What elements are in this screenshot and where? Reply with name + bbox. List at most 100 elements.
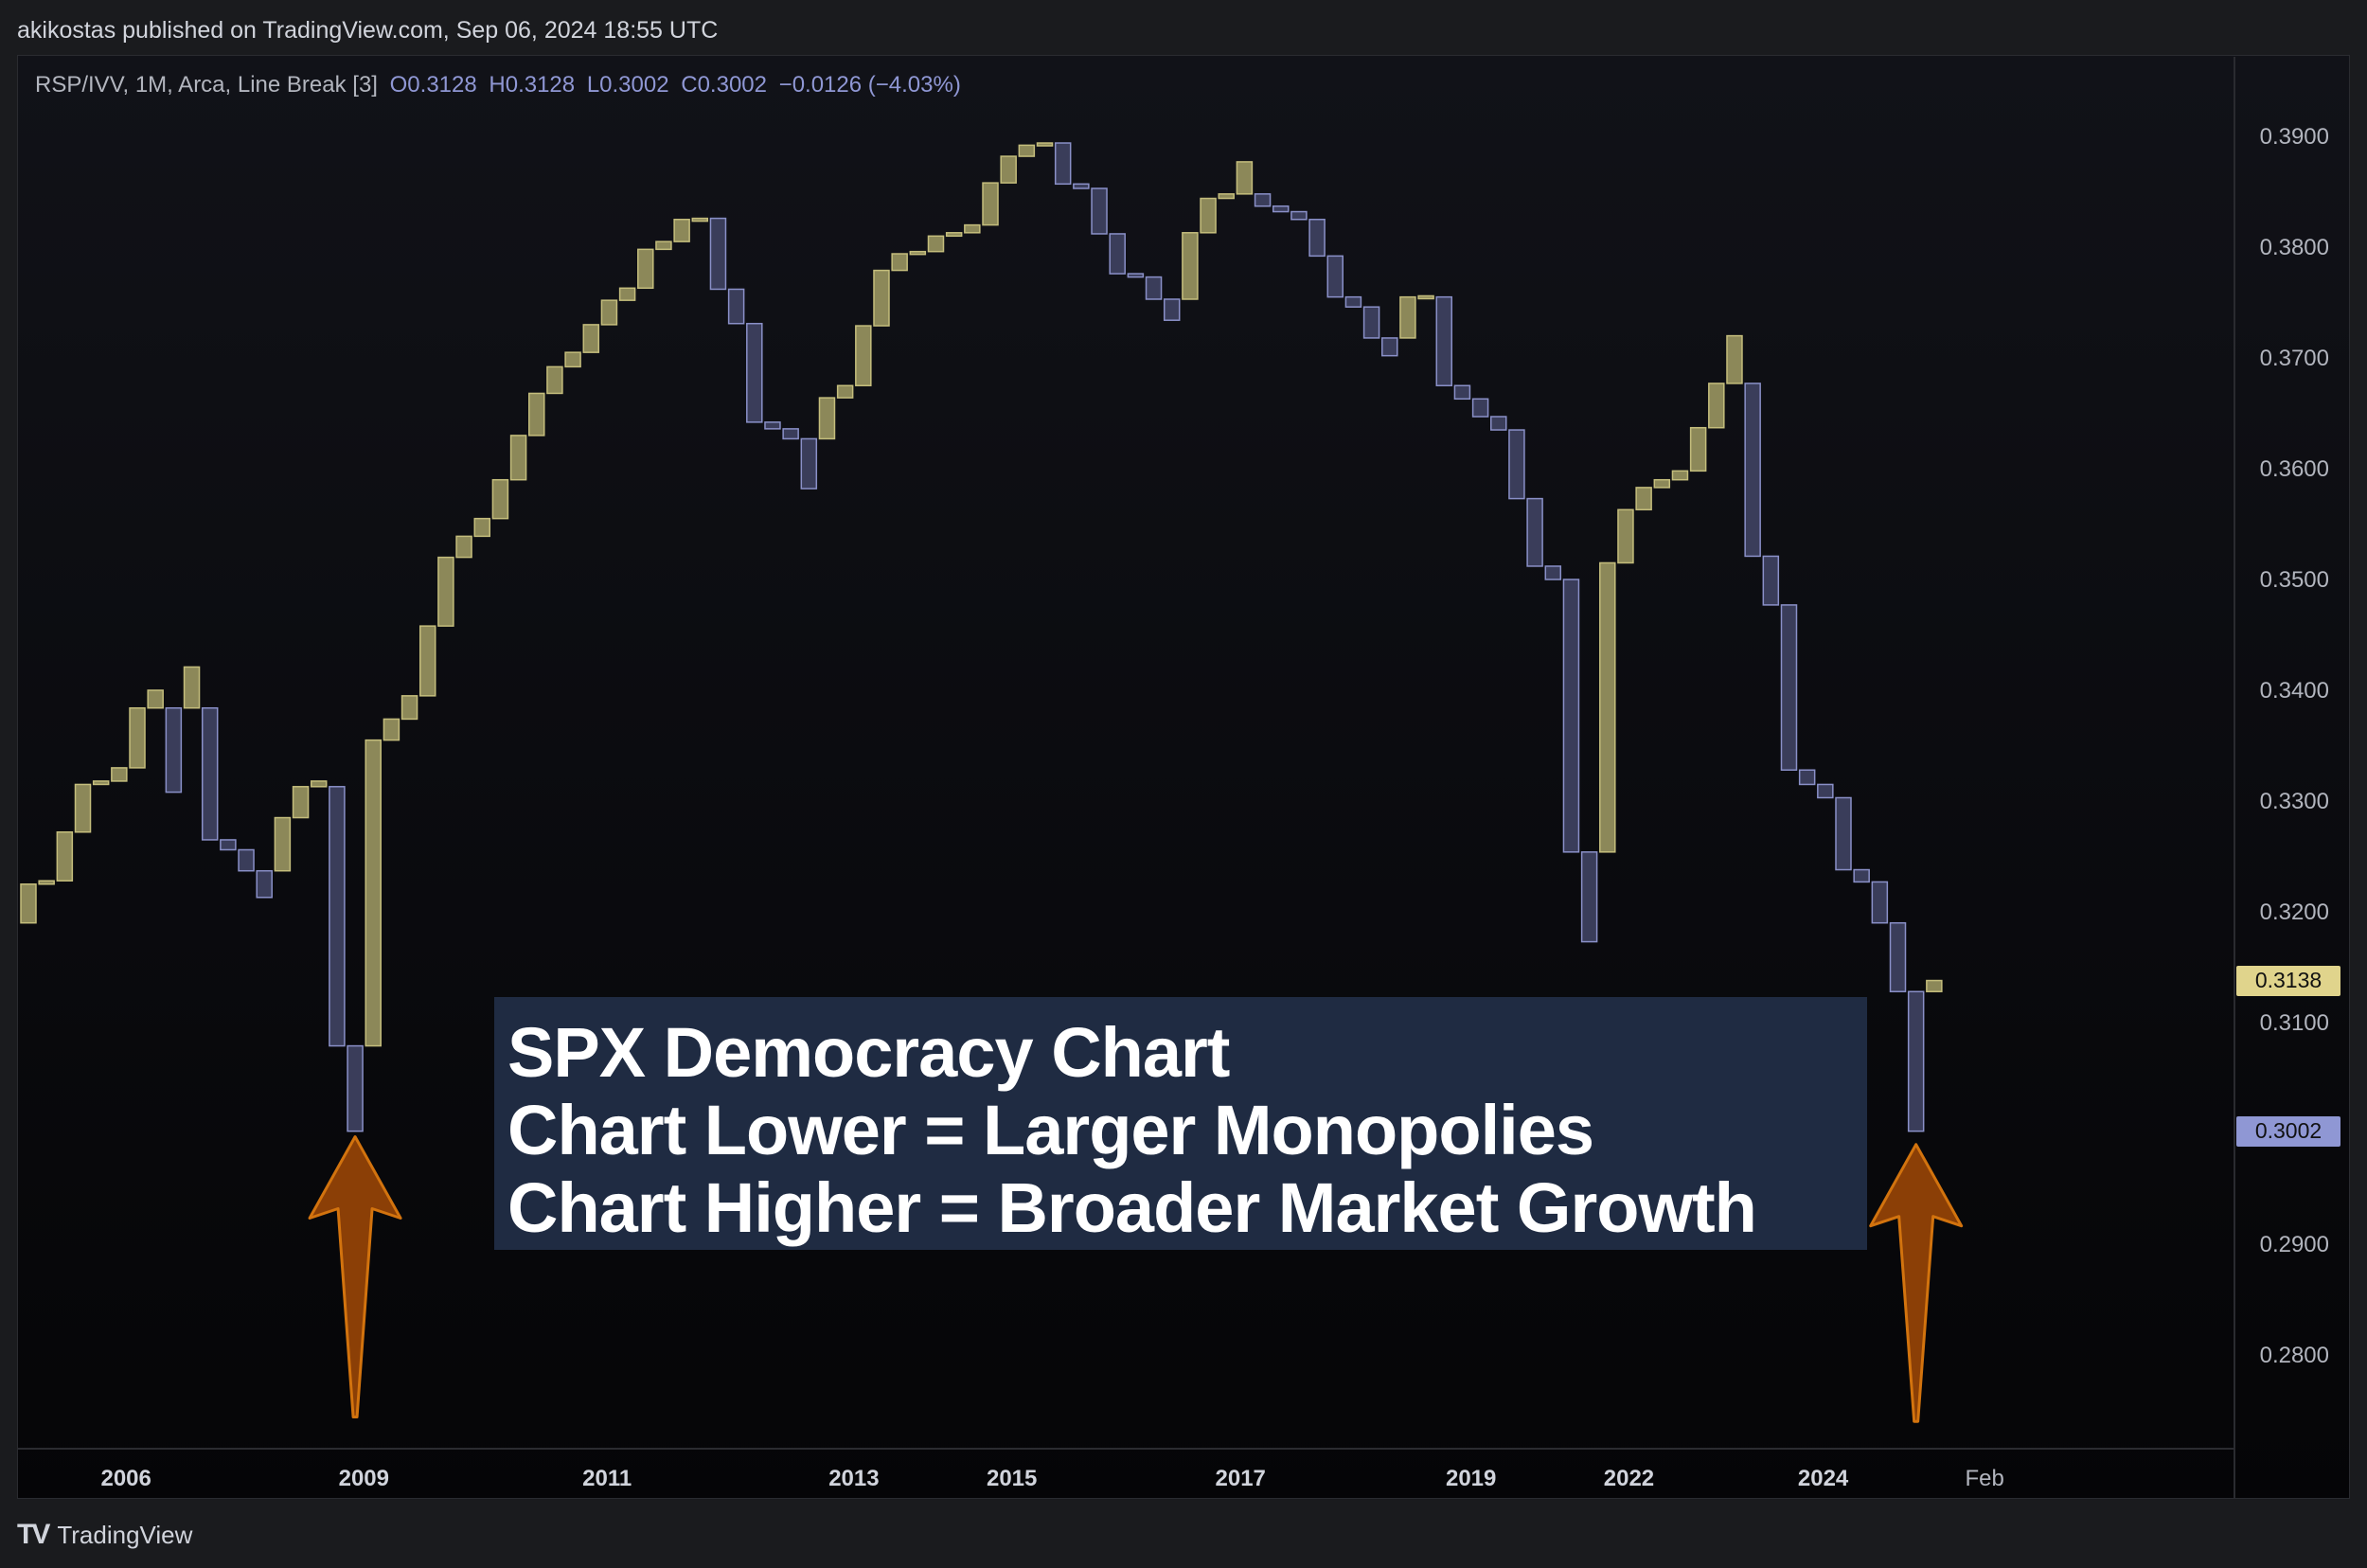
y-tick-label: 0.3400 <box>2260 678 2329 704</box>
brick-up <box>292 786 310 819</box>
x-tick-label: 2019 <box>1446 1466 1496 1491</box>
brick-up <box>637 248 654 290</box>
brick-up <box>473 517 490 538</box>
tradingview-logo[interactable]: TV TradingView <box>17 1518 192 1552</box>
brick-up <box>509 435 527 481</box>
brick-down <box>746 322 763 423</box>
brick-up <box>129 706 146 769</box>
x-tick-label: Feb <box>1966 1466 2004 1491</box>
legend-symbol[interactable]: RSP/IVV, 1M, Arca, Line Break [3] <box>35 72 378 98</box>
brick-up <box>437 556 454 627</box>
brick-up <box>1036 142 1054 147</box>
brick-down <box>1471 398 1489 418</box>
brick-down <box>1362 306 1380 339</box>
brick-up <box>1653 478 1671 489</box>
legend-high: H0.3128 <box>489 72 576 98</box>
brick-up <box>1599 561 1616 853</box>
brick-up <box>1200 197 1217 234</box>
chart-canvas[interactable]: 0.3900 0.3800 0.3700 0.3600 0.3500 0.3400 0.33… <box>0 0 2367 1499</box>
brick-up <box>564 351 581 368</box>
y-tick-label: 0.3500 <box>2260 567 2329 593</box>
x-tick-label: 2024 <box>1798 1466 1849 1491</box>
brick-up <box>147 689 164 709</box>
brick-down <box>1526 497 1543 567</box>
brick-up <box>1218 193 1235 200</box>
brick-down <box>709 217 727 291</box>
line-break-bricks <box>20 142 1943 1132</box>
brick-down <box>1871 881 1889 924</box>
y-axis[interactable]: 0.3900 0.3800 0.3700 0.3600 0.3500 0.3400 0.33… <box>2260 124 2329 1368</box>
brick-down <box>1272 205 1290 213</box>
brick-down <box>782 428 799 440</box>
brick-up <box>582 324 600 353</box>
brick-down <box>1109 233 1126 275</box>
brick-up <box>111 767 128 782</box>
brick-down <box>1798 769 1816 786</box>
brick-up <box>1182 232 1199 300</box>
brick-up <box>274 816 292 872</box>
brick-up <box>418 625 436 697</box>
y-tick-label: 0.3300 <box>2260 789 2329 814</box>
brick-up <box>383 718 400 741</box>
y-tick-label: 0.3800 <box>2260 235 2329 260</box>
brick-up <box>1018 144 1036 157</box>
brick-down <box>1817 783 1834 799</box>
brick-down <box>1435 295 1453 386</box>
brick-up <box>1708 383 1725 429</box>
brick-down <box>1163 298 1181 321</box>
brick-down <box>256 869 273 899</box>
brick-down <box>220 839 237 851</box>
brick-up <box>56 831 74 882</box>
brick-down <box>1853 868 1870 883</box>
brick-up <box>600 299 618 326</box>
brick-up <box>673 219 690 242</box>
current-price-tag: 0.3138 <box>2236 965 2340 996</box>
brick-up <box>1617 508 1634 564</box>
brick-up <box>909 250 927 256</box>
brick-down <box>1290 210 1308 221</box>
brick-down <box>1889 921 1907 992</box>
y-tick-label: 0.3100 <box>2260 1010 2329 1036</box>
brick-up <box>1635 487 1652 511</box>
brick-up <box>1236 161 1254 195</box>
brick-up <box>365 739 382 1047</box>
brick-down <box>727 288 745 325</box>
brick-down <box>800 437 818 490</box>
annotation-line-lower: Chart Lower = Larger Monopolies <box>507 1091 1594 1169</box>
top-bar: akikostas published on TradingView.com, … <box>0 0 2367 55</box>
brick-up <box>1399 295 1416 339</box>
up-arrow-icon <box>1869 1143 1964 1423</box>
brick-up <box>655 241 672 251</box>
brick-up <box>528 392 545 437</box>
brick-down <box>201 706 219 841</box>
brick-down <box>1744 383 1761 558</box>
x-axis[interactable]: 2006 2009 2011 2013 2015 2017 2019 2022 2024 Feb <box>17 57 2235 1498</box>
x-tick-label: 2017 <box>1216 1466 1266 1491</box>
brick-up <box>491 478 509 520</box>
brick-down <box>1308 219 1326 258</box>
legend-open: O0.3128 <box>389 72 477 98</box>
symbol-legend[interactable]: RSP/IVV, 1M, Arca, Line Break [3] O0.312… <box>35 72 967 98</box>
y-tick-label: 0.3700 <box>2260 346 2329 371</box>
brick-up <box>855 325 872 387</box>
brick-down <box>1344 295 1362 308</box>
tradingview-logo-text: TradingView <box>57 1520 193 1549</box>
x-tick-label: 2015 <box>987 1466 1037 1491</box>
last-close-price-tag: 0.3002 <box>2236 1115 2340 1147</box>
brick-down <box>329 786 346 1047</box>
brick-down <box>1254 193 1272 207</box>
y-tick-label: 0.3200 <box>2260 900 2329 925</box>
brick-down <box>1907 990 1925 1132</box>
up-arrow-icon <box>308 1135 402 1419</box>
brick-down <box>1326 255 1344 298</box>
brick-up <box>964 223 981 234</box>
brick-up <box>927 235 945 253</box>
brick-down <box>1381 337 1398 357</box>
brick-down <box>1562 579 1580 853</box>
tradingview-logo-icon: TV <box>17 1519 50 1550</box>
brick-down <box>238 848 255 872</box>
brick-down <box>1580 851 1598 943</box>
brick-up <box>400 695 418 721</box>
brick-up <box>982 182 999 226</box>
brick-up <box>546 365 563 395</box>
